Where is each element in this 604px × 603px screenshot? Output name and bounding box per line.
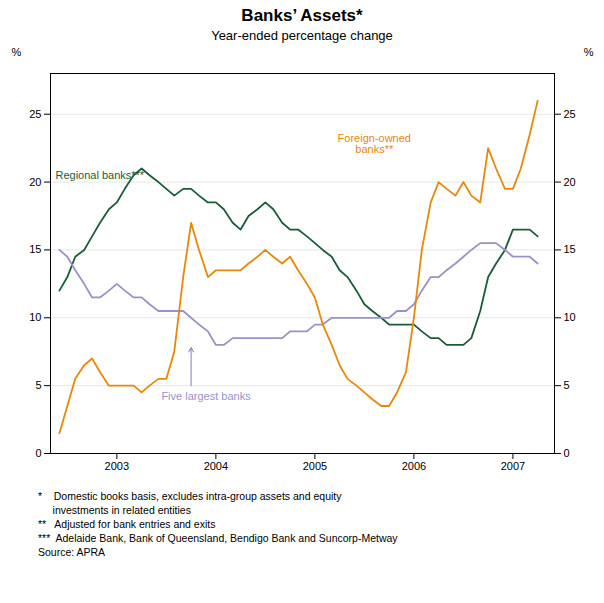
svg-text:15: 15 xyxy=(564,243,576,255)
svg-text:Regional banks***: Regional banks*** xyxy=(55,169,144,181)
svg-text:2004: 2004 xyxy=(204,460,228,472)
svg-text:0: 0 xyxy=(564,447,570,459)
svg-text:25: 25 xyxy=(564,108,576,120)
svg-text:15: 15 xyxy=(29,243,41,255)
html-text:* Domestic books basis, exclud: * Domestic books basis, excludes intra-g… xyxy=(38,490,342,502)
html-text:** Adjusted for bank entries a: ** Adjusted for bank entries and exits xyxy=(38,518,216,530)
html-text:Banks’ Assets*: Banks’ Assets* xyxy=(241,6,363,25)
html-text:Year-ended percentage change: Year-ended percentage change xyxy=(211,28,393,43)
svg-text:2006: 2006 xyxy=(402,460,426,472)
svg-text:2005: 2005 xyxy=(303,460,327,472)
svg-text:%: % xyxy=(584,46,594,58)
svg-text:2007: 2007 xyxy=(501,460,525,472)
svg-text:20: 20 xyxy=(29,176,41,188)
svg-text:10: 10 xyxy=(564,311,576,323)
svg-text:2003: 2003 xyxy=(105,460,129,472)
html-text:Source: APRA: Source: APRA xyxy=(38,546,106,558)
svg-text:20: 20 xyxy=(564,176,576,188)
svg-text:Foreign-ownedbanks**: Foreign-ownedbanks** xyxy=(338,132,411,155)
html-text:investments in related entitie: investments in related entities xyxy=(38,504,191,516)
svg-text:5: 5 xyxy=(564,379,570,391)
svg-text:25: 25 xyxy=(29,108,41,120)
html-text:*** Adelaide Bank, Bank of Que: *** Adelaide Bank, Bank of Queensland, B… xyxy=(38,532,398,544)
svg-text:5: 5 xyxy=(35,379,41,391)
svg-text:Five largest banks: Five largest banks xyxy=(161,390,251,402)
svg-text:0: 0 xyxy=(35,447,41,459)
svg-text:10: 10 xyxy=(29,311,41,323)
svg-text:%: % xyxy=(12,46,22,58)
